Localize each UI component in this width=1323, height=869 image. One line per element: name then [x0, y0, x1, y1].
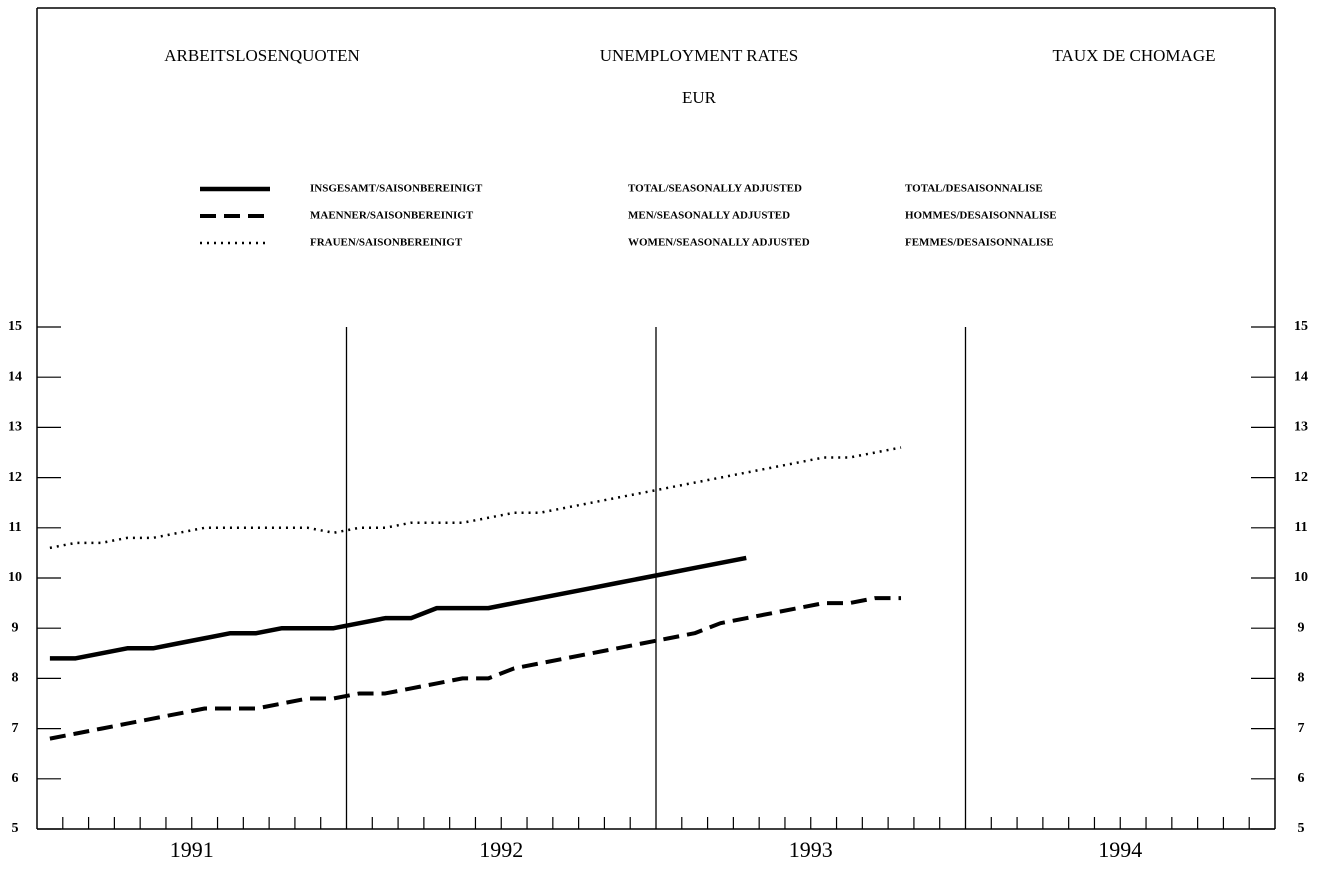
legend-label-de: INSGESAMT/SAISONBEREINIGT	[310, 183, 483, 195]
x-tick-label: 1994	[1098, 837, 1142, 862]
title-fr: TAUX DE CHOMAGE	[1053, 46, 1216, 65]
y-tick-label-right: 6	[1298, 771, 1305, 786]
y-tick-label: 10	[8, 570, 22, 585]
title-en: UNEMPLOYMENT RATES	[600, 46, 799, 65]
x-tick-label: 1992	[479, 837, 523, 862]
legend-label-en: MEN/SEASONALLY ADJUSTED	[628, 210, 790, 222]
legend-label-fr: TOTAL/DESAISONNALISE	[905, 183, 1043, 195]
y-tick-label-right: 11	[1294, 520, 1307, 535]
y-tick-label: 5	[12, 821, 19, 836]
y-tick-label-right: 8	[1298, 671, 1305, 686]
y-tick-label-right: 10	[1294, 570, 1308, 585]
y-tick-label: 12	[8, 470, 22, 485]
y-tick-label-right: 15	[1294, 319, 1308, 334]
y-tick-label-right: 9	[1298, 620, 1305, 635]
series-line	[49, 446, 902, 550]
x-tick-label: 1991	[170, 837, 214, 862]
y-tick-label: 13	[8, 420, 22, 435]
legend-label-de: MAENNER/SAISONBEREINIGT	[310, 210, 474, 222]
y-tick-label: 6	[12, 771, 19, 786]
legend-label-fr: FEMMES/DESAISONNALISE	[905, 237, 1054, 249]
series-line	[49, 596, 902, 741]
y-tick-label: 9	[12, 620, 19, 635]
subtitle: EUR	[682, 88, 717, 107]
legend-label-en: WOMEN/SEASONALLY ADJUSTED	[628, 237, 810, 249]
title-de: ARBEITSLOSENQUOTEN	[164, 46, 360, 65]
y-tick-label: 11	[8, 520, 21, 535]
y-tick-label-right: 13	[1294, 420, 1308, 435]
y-tick-label: 7	[12, 721, 19, 736]
y-tick-label: 8	[12, 671, 19, 686]
y-tick-label-right: 12	[1294, 470, 1308, 485]
legend-label-de: FRAUEN/SAISONBEREINIGT	[310, 237, 463, 249]
y-tick-label: 14	[8, 369, 22, 384]
y-tick-label-right: 7	[1298, 721, 1305, 736]
y-tick-label: 15	[8, 319, 22, 334]
legend-label-en: TOTAL/SEASONALLY ADJUSTED	[628, 183, 802, 195]
series-line	[49, 555, 747, 661]
legend-label-fr: HOMMES/DESAISONNALISE	[905, 210, 1057, 222]
x-tick-label: 1993	[789, 837, 833, 862]
y-tick-label-right: 5	[1298, 821, 1305, 836]
y-tick-label-right: 14	[1294, 369, 1308, 384]
